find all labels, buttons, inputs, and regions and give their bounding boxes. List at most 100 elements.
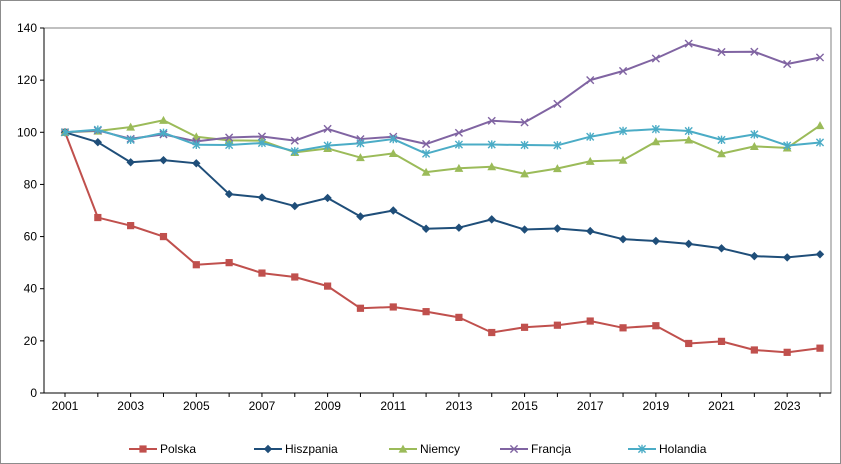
legend-item-polska: Polska (129, 442, 196, 456)
data-point-holandia (618, 126, 628, 136)
data-point-holandia (126, 135, 135, 145)
data-point-niemcy (126, 122, 136, 131)
legend-item-holandia: Holandia (628, 442, 707, 456)
series-line-niemcy (64, 119, 821, 175)
legend-swatch-marker (637, 444, 647, 454)
data-point-polska (258, 269, 266, 277)
data-point-hiszpania (93, 137, 103, 147)
data-point-hiszpania (323, 193, 332, 203)
data-point-holandia (389, 134, 398, 144)
data-point-hiszpania (389, 206, 398, 215)
data-point-holandia (93, 125, 102, 134)
x-tick-label: 2011 (380, 399, 406, 413)
data-point-niemcy (454, 163, 464, 172)
data-point-holandia (356, 139, 365, 148)
data-point-francja (323, 124, 332, 133)
data-point-polska (192, 261, 200, 269)
data-point-polska (816, 344, 824, 352)
data-point-hiszpania (782, 253, 792, 262)
data-point-holandia (159, 128, 168, 138)
data-point-polska (488, 328, 496, 337)
data-point-francja (586, 76, 595, 85)
y-tick-label: 80 (24, 177, 38, 191)
data-point-hiszpania (126, 158, 135, 167)
data-point-polska (422, 308, 430, 316)
data-point-francja (290, 136, 299, 145)
data-point-francja (815, 53, 825, 62)
data-point-niemcy (552, 164, 562, 173)
data-point-francja (553, 99, 562, 108)
series-layer (60, 39, 825, 356)
data-point-hiszpania (618, 234, 628, 244)
data-point-holandia (815, 138, 825, 147)
data-point-polska (619, 324, 627, 332)
data-point-niemcy (684, 135, 694, 144)
data-point-hiszpania (224, 189, 234, 199)
y-tick-label: 140 (17, 21, 37, 35)
data-point-holandia (487, 140, 496, 149)
data-point-polska (652, 322, 660, 330)
legend-item-francja: Francja (500, 442, 571, 456)
data-point-polska (783, 348, 791, 356)
data-point-niemcy (520, 169, 529, 178)
data-point-hiszpania (750, 251, 759, 261)
y-tick-label: 100 (17, 125, 37, 139)
data-point-francja (717, 47, 726, 57)
data-point-polska (717, 337, 726, 345)
legend-swatch-marker (509, 444, 519, 454)
y-tick-label: 40 (24, 282, 38, 296)
data-point-holandia (553, 141, 562, 150)
y-axis-tick-labels: 0 20 40 60 80 100 120 140 (17, 21, 37, 400)
x-tick-label: 2021 (708, 399, 735, 413)
legend-swatch-marker (263, 444, 273, 454)
data-point-francja (257, 132, 267, 141)
data-point-niemcy (618, 155, 628, 164)
legend-label: Niemcy (420, 442, 460, 456)
data-point-holandia (750, 130, 759, 139)
data-point-polska (127, 222, 135, 230)
series-niemcy (60, 115, 825, 178)
y-tick-label: 60 (24, 230, 38, 244)
series-francja (60, 39, 825, 149)
data-point-holandia (684, 126, 693, 136)
data-point-hiszpania (586, 226, 595, 236)
data-point-niemcy (356, 153, 365, 162)
data-point-holandia (520, 140, 529, 150)
data-point-polska (324, 282, 332, 290)
legend-label: Holandia (659, 442, 707, 456)
legend: Polska Hiszpania Niemcy Francja Holandia (129, 442, 707, 456)
data-point-hiszpania (356, 212, 365, 221)
legend-label: Polska (160, 442, 196, 456)
data-point-francja (750, 47, 759, 56)
data-point-francja (520, 118, 529, 127)
data-point-hiszpania (553, 224, 562, 233)
series-line-francja (64, 42, 821, 146)
data-point-hiszpania (487, 215, 496, 224)
data-point-holandia (257, 138, 267, 148)
data-point-hiszpania (454, 223, 464, 232)
data-point-hiszpania (421, 224, 431, 233)
legend-label: Hiszpania (285, 442, 338, 456)
x-tick-label: 2017 (577, 399, 604, 413)
data-point-niemcy (421, 167, 431, 176)
data-point-hiszpania (257, 193, 267, 202)
data-point-holandia (717, 135, 726, 145)
data-point-niemcy (815, 121, 825, 130)
x-tick-label: 2023 (774, 399, 801, 413)
data-point-francja (684, 39, 693, 48)
data-point-francja (651, 54, 660, 63)
data-point-polska (455, 313, 463, 321)
data-point-polska (750, 346, 758, 354)
y-tick-label: 20 (24, 334, 38, 348)
legend-swatch-marker (139, 445, 147, 453)
data-point-hiszpania (717, 244, 726, 253)
data-point-hiszpania (192, 159, 201, 168)
data-point-niemcy (749, 141, 759, 150)
data-point-holandia (225, 140, 234, 150)
axes (40, 27, 832, 397)
series-line-holandia (64, 128, 821, 155)
data-point-polska (520, 323, 529, 331)
data-point-francja (421, 139, 431, 149)
data-point-niemcy (717, 149, 726, 158)
data-point-polska (159, 232, 168, 241)
